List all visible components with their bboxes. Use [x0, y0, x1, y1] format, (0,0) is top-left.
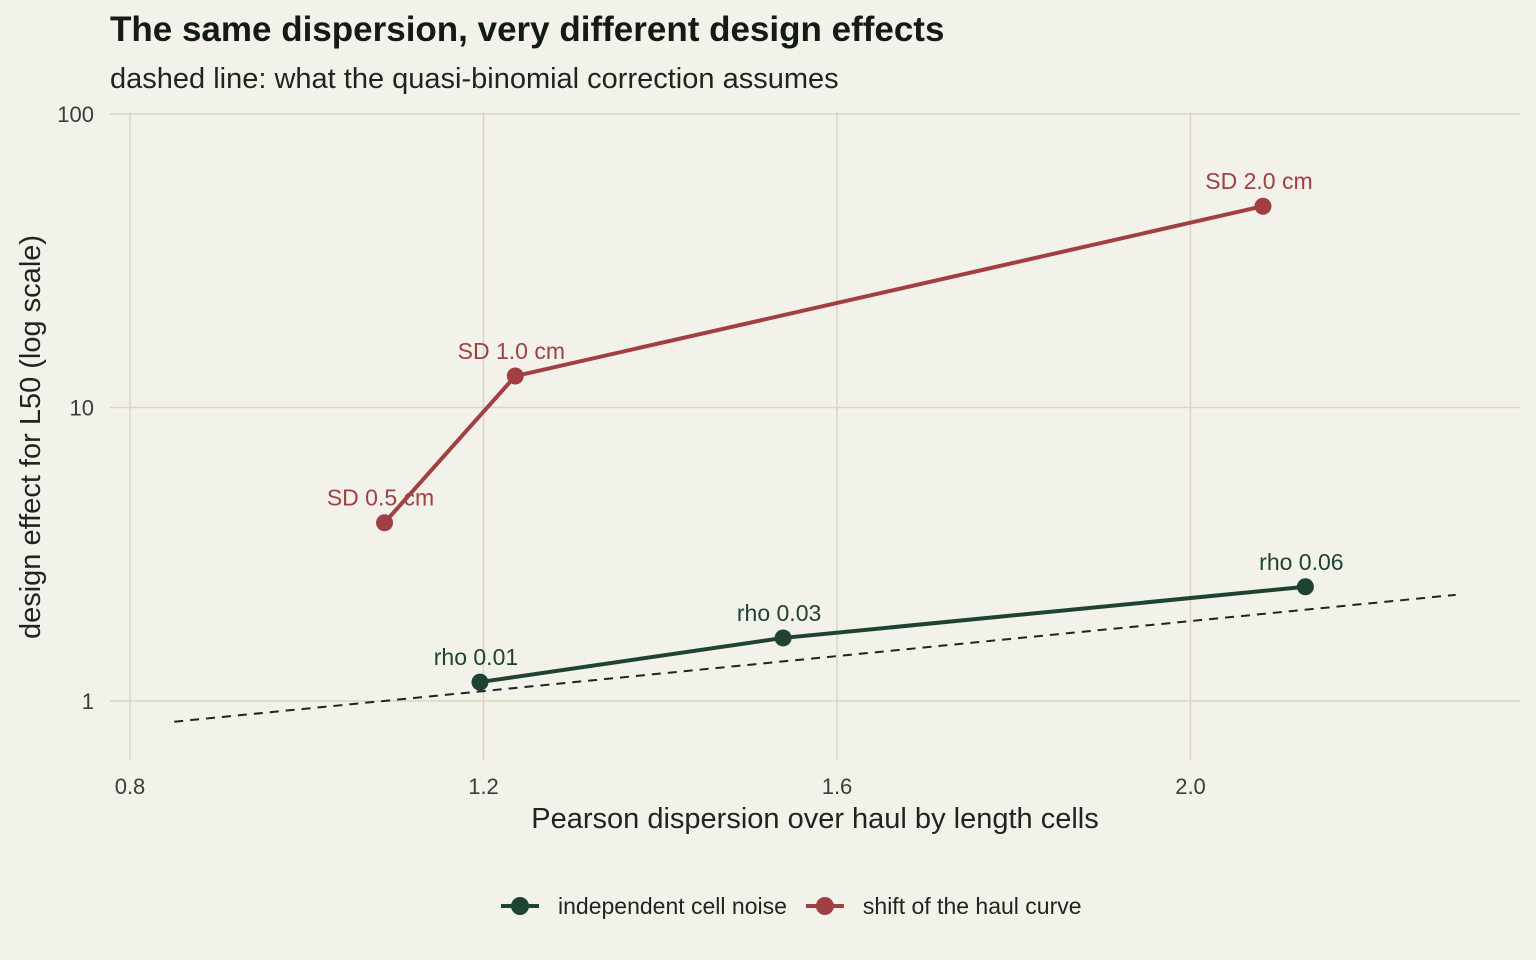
legend: independent cell noise shift of the haul … — [501, 893, 1082, 919]
legend-label: shift of the haul curve — [863, 893, 1082, 919]
x-tick-label: 1.2 — [468, 774, 499, 799]
legend-key-dot — [815, 897, 834, 915]
legend-item-2: shift of the haul curve — [805, 893, 1082, 919]
data-label: rho 0.03 — [737, 600, 821, 626]
chart-title: The same dispersion, very different desi… — [110, 10, 945, 49]
x-tick-label: 2.0 — [1175, 774, 1206, 799]
reference-dashed-line — [174, 593, 1456, 723]
data-point — [774, 629, 792, 647]
grid-lines — [110, 112, 1520, 760]
data-point — [506, 367, 524, 385]
data-label: SD 1.0 cm — [458, 338, 565, 364]
data-point — [1296, 578, 1314, 596]
legend-key-dot — [511, 897, 529, 915]
y-tick-label: 1 — [82, 689, 94, 714]
data-label: SD 0.5 cm — [327, 485, 434, 511]
data-label-layer: rho 0.01 rho 0.03 rho 0.06 SD 0.5 cm SD 1.0 … — [327, 168, 1344, 670]
data-point — [1254, 197, 1272, 215]
y-axis-title: design effect for L50 (log scale) — [15, 235, 47, 639]
series-line-1 — [479, 584, 1306, 685]
y-tick-label: 10 — [70, 396, 94, 421]
data-label: SD 2.0 cm — [1205, 168, 1312, 194]
legend-label: independent cell noise — [558, 893, 787, 919]
data-point — [471, 673, 489, 691]
reference-line-layer — [174, 593, 1456, 723]
x-tick-label: 0.8 — [115, 774, 146, 799]
legend-item-1: independent cell noise — [501, 893, 787, 919]
series-line-2 — [383, 204, 1264, 525]
chart-subtitle: dashed line: what the quasi-binomial cor… — [110, 63, 839, 95]
y-tick-label: 100 — [57, 102, 94, 127]
data-point — [376, 514, 394, 532]
x-axis-title: Pearson dispersion over haul by length c… — [531, 803, 1098, 835]
x-tick-label: 1.6 — [822, 774, 853, 799]
data-label: rho 0.06 — [1259, 549, 1343, 575]
series-layer — [376, 197, 1314, 691]
data-label: rho 0.01 — [434, 644, 518, 670]
axis-tick-labels: 0.8 1.2 1.6 2.0 1 10 100 — [57, 102, 1206, 799]
